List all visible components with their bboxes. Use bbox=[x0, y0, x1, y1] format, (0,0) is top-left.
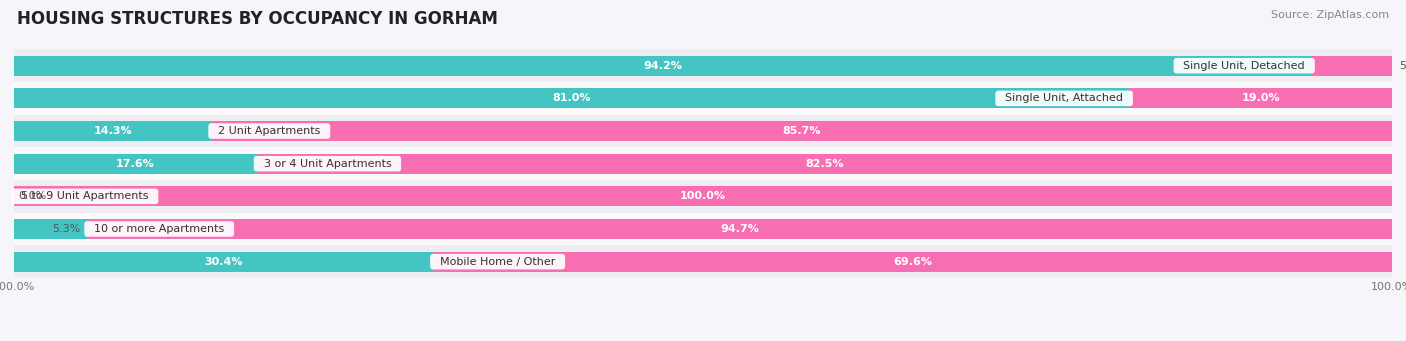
Bar bbox=[14, 252, 433, 272]
Text: Single Unit, Detached: Single Unit, Detached bbox=[1177, 61, 1312, 71]
Text: 19.0%: 19.0% bbox=[1241, 93, 1281, 103]
Bar bbox=[14, 121, 211, 141]
Text: Single Unit, Attached: Single Unit, Attached bbox=[998, 93, 1130, 103]
Text: 5 to 9 Unit Apartments: 5 to 9 Unit Apartments bbox=[14, 191, 156, 201]
Text: 30.4%: 30.4% bbox=[204, 257, 243, 267]
Text: 2 Unit Apartments: 2 Unit Apartments bbox=[211, 126, 328, 136]
Bar bbox=[433, 252, 1392, 272]
Text: 94.7%: 94.7% bbox=[720, 224, 759, 234]
Bar bbox=[14, 180, 1392, 213]
Text: Source: ZipAtlas.com: Source: ZipAtlas.com bbox=[1271, 10, 1389, 20]
Text: 81.0%: 81.0% bbox=[553, 93, 592, 103]
Text: 14.3%: 14.3% bbox=[93, 126, 132, 136]
Bar bbox=[14, 219, 87, 239]
Text: 10 or more Apartments: 10 or more Apartments bbox=[87, 224, 232, 234]
Text: 69.6%: 69.6% bbox=[893, 257, 932, 267]
Bar bbox=[14, 88, 1130, 108]
Bar bbox=[14, 213, 1392, 245]
Bar bbox=[14, 49, 1392, 82]
Bar bbox=[1130, 88, 1392, 108]
Text: 0.0%: 0.0% bbox=[18, 191, 46, 201]
Text: 82.5%: 82.5% bbox=[806, 159, 844, 169]
Bar bbox=[14, 147, 1392, 180]
Legend: Owner-occupied, Renter-occupied: Owner-occupied, Renter-occupied bbox=[561, 339, 845, 341]
Text: HOUSING STRUCTURES BY OCCUPANCY IN GORHAM: HOUSING STRUCTURES BY OCCUPANCY IN GORHA… bbox=[17, 10, 498, 28]
Text: 5.8%: 5.8% bbox=[1399, 61, 1406, 71]
Bar bbox=[256, 153, 1393, 174]
Text: 94.2%: 94.2% bbox=[644, 61, 682, 71]
Bar bbox=[14, 115, 1392, 147]
Text: Mobile Home / Other: Mobile Home / Other bbox=[433, 257, 562, 267]
Text: 100.0%: 100.0% bbox=[681, 191, 725, 201]
Bar bbox=[1312, 56, 1392, 76]
Text: 17.6%: 17.6% bbox=[115, 159, 155, 169]
Bar bbox=[14, 186, 1392, 206]
Text: 5.3%: 5.3% bbox=[52, 224, 80, 234]
Bar bbox=[14, 56, 1312, 76]
Text: 85.7%: 85.7% bbox=[782, 126, 821, 136]
Text: 3 or 4 Unit Apartments: 3 or 4 Unit Apartments bbox=[256, 159, 398, 169]
Bar bbox=[211, 121, 1392, 141]
Bar bbox=[14, 245, 1392, 278]
Bar bbox=[14, 153, 256, 174]
Bar bbox=[14, 82, 1392, 115]
Bar bbox=[87, 219, 1392, 239]
